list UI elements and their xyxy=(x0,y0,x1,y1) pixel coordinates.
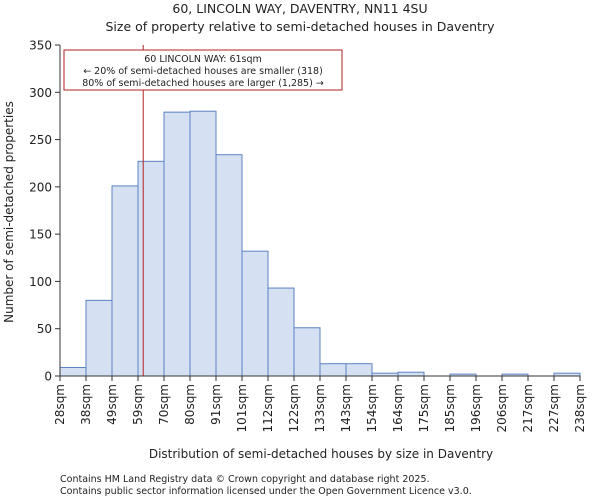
bar-164sqm xyxy=(397,371,425,377)
footer-line-2: Contains public sector information licen… xyxy=(60,486,472,497)
x-tick-label: 175sqm xyxy=(417,384,431,432)
x-tick-label: 80sqm xyxy=(183,384,197,425)
bar-112sqm xyxy=(267,287,295,377)
annotation-line-3: 80% of semi-detached houses are larger (… xyxy=(82,78,324,89)
annotation-line-1: 60 LINCOLN WAY: 61sqm xyxy=(144,54,262,65)
x-tick-label: 59sqm xyxy=(131,384,145,425)
bar-80sqm xyxy=(189,110,217,377)
bar-122sqm xyxy=(293,327,321,377)
x-tick-label: 206sqm xyxy=(495,384,509,432)
x-tick-label: 38sqm xyxy=(79,384,93,425)
chart-title-line-1: 60, LINCOLN WAY, DAVENTRY, NN11 4SU xyxy=(172,1,427,16)
x-tick-label: 122sqm xyxy=(287,384,301,432)
x-tick-label: 154sqm xyxy=(365,384,379,432)
bar-70sqm xyxy=(163,111,191,377)
x-tick-label: 133sqm xyxy=(313,384,327,432)
x-axis-label: Distribution of semi-detached houses by … xyxy=(149,447,493,461)
y-tick-label: 350 xyxy=(29,39,52,53)
chart-title-line-2: Size of property relative to semi-detach… xyxy=(105,19,495,34)
y-tick-label: 150 xyxy=(29,228,52,242)
annotation-border xyxy=(63,49,343,91)
y-tick-label: 50 xyxy=(37,322,52,336)
bars-group xyxy=(59,110,581,377)
annotation-box: 60 LINCOLN WAY: 61sqm ← 20% of semi-deta… xyxy=(63,49,343,91)
x-tick-label: 238sqm xyxy=(573,384,587,432)
bar-59sqm xyxy=(137,160,165,377)
y-tick-label: 100 xyxy=(29,275,52,289)
x-tick-label: 164sqm xyxy=(391,384,405,432)
y-axis-label: Number of semi-detached properties xyxy=(2,101,16,323)
y-tick-label: 300 xyxy=(29,86,52,100)
bar-143sqm xyxy=(345,363,373,377)
footer-line-1: Contains HM Land Registry data © Crown c… xyxy=(60,474,430,485)
x-axis-ticks: 28sqm 38sqm 49sqm 59sqm 70sqm 80sqm 91sqm 101sq… xyxy=(53,376,587,432)
x-tick-label: 217sqm xyxy=(521,384,535,432)
x-tick-label: 227sqm xyxy=(547,384,561,432)
chart-title: 60, LINCOLN WAY, DAVENTRY, NN11 4SU Size… xyxy=(105,1,495,34)
y-tick-label: 0 xyxy=(44,370,52,384)
bar-133sqm xyxy=(319,363,347,377)
x-tick-label: 70sqm xyxy=(157,384,171,425)
x-tick-label: 112sqm xyxy=(261,384,275,432)
y-tick-label: 200 xyxy=(29,180,52,194)
y-tick-label: 250 xyxy=(29,133,52,147)
x-tick-label: 196sqm xyxy=(469,384,483,432)
bar-38sqm xyxy=(85,299,113,377)
bar-28sqm xyxy=(59,366,87,377)
x-tick-label: 49sqm xyxy=(105,384,119,425)
annotation-line-2: ← 20% of semi-detached houses are smalle… xyxy=(83,66,323,77)
x-tick-label: 101sqm xyxy=(235,384,249,432)
bar-49sqm xyxy=(111,185,139,377)
x-tick-label: 28sqm xyxy=(53,384,67,425)
x-tick-label: 185sqm xyxy=(443,384,457,432)
x-tick-label: 91sqm xyxy=(209,384,223,425)
bar-91sqm xyxy=(215,154,243,377)
bar-101sqm xyxy=(241,250,269,377)
y-axis-ticks: 0 50 100 150 200 250 300 350 xyxy=(29,39,60,384)
x-tick-label: 143sqm xyxy=(339,384,353,432)
